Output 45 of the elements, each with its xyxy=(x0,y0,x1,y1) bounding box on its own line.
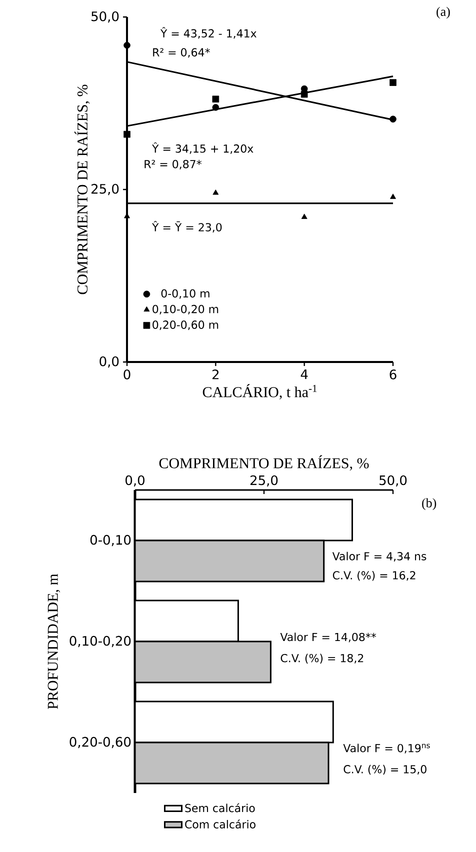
x-tick-label: 0,0 xyxy=(126,475,144,486)
text: (a) xyxy=(436,6,450,19)
annotation: Valor F = 14,08** xyxy=(280,632,376,642)
legend-label: 0,10-0,20 m xyxy=(152,304,218,314)
annotation: Ŷ = 34,15 + 1,20x xyxy=(152,142,254,154)
x-tick-label: 50,0 xyxy=(380,475,407,486)
y-tick-label: 50,0 xyxy=(92,11,119,23)
annotation: Ŷ = Ȳ = 23,0 xyxy=(152,220,222,233)
legend-label: Sem calcário xyxy=(185,803,255,812)
annotation: Ŷ = 43,52 - 1,41x xyxy=(160,27,256,39)
x-axis-title: CALCÁRIO, t ha$^{-1}$ xyxy=(202,384,317,400)
y-tick-label: 0-0,10 xyxy=(90,534,131,546)
annotation: R² = 0,87* xyxy=(144,160,202,170)
legend-label: 0,20-0,60 m xyxy=(152,320,218,330)
x-axis-title: COMPRIMENTO DE RAÍZES, % xyxy=(159,455,369,470)
annotation: C.V. (%) = 18,2 xyxy=(280,654,364,664)
point xyxy=(212,104,220,111)
y-tick-label: 0,20-0,60 xyxy=(70,736,131,748)
point xyxy=(124,130,130,138)
x-tick-label: 2 xyxy=(212,370,218,380)
annotation: Valor F = 4,34 ns xyxy=(332,552,426,562)
annotation: C.V. (%) = 16,2 xyxy=(332,570,416,581)
y-tick-label: 25,0 xyxy=(91,184,119,196)
point xyxy=(212,96,220,103)
point xyxy=(390,79,396,86)
x-tick-label: 4 xyxy=(300,370,308,379)
x-tick-label: 0 xyxy=(124,370,130,380)
legend-label: 0-0,10 m xyxy=(161,289,210,299)
point xyxy=(124,42,130,49)
annotation: R² = 0,64* xyxy=(153,48,210,58)
x-tick-label: 25,0 xyxy=(250,475,278,486)
annotation: Valor F = 0,19$^{ns}$ xyxy=(343,744,430,754)
y-tick-label: 0,10-0,20 xyxy=(70,636,131,648)
point xyxy=(390,194,396,199)
annotation: C.V. (%) = 15,0 xyxy=(344,764,426,775)
point xyxy=(390,116,396,123)
y-tick-label: 0,0 xyxy=(100,356,119,368)
y-axis-title: PROFUNDIDADE, m xyxy=(48,574,60,709)
point xyxy=(301,214,308,219)
point xyxy=(300,90,308,98)
point xyxy=(212,190,219,195)
y-axis-title: COMPRIMENTO DE RAÍZES, % xyxy=(74,84,90,294)
legend-label: Com calcário xyxy=(185,820,256,828)
x-tick-label: 6 xyxy=(390,370,396,380)
text: (b) xyxy=(422,498,436,510)
